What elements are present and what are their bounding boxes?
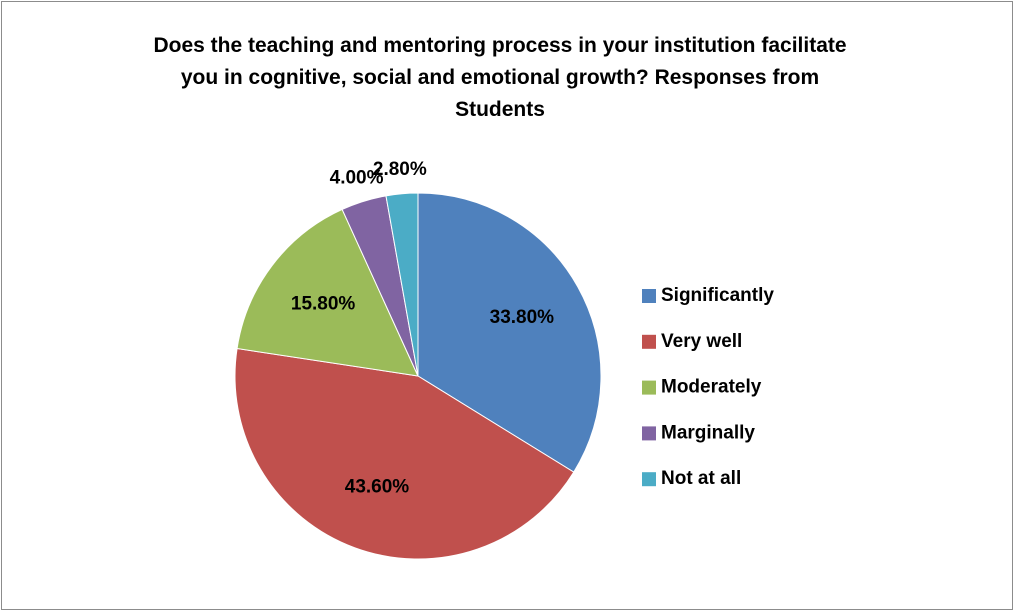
legend-label: Very well bbox=[661, 331, 742, 352]
pie-slice bbox=[385, 192, 419, 377]
legend-swatch bbox=[642, 334, 656, 349]
data-label: 43.60% bbox=[345, 477, 410, 498]
legend-swatch bbox=[642, 426, 656, 441]
legend-label: Marginally bbox=[661, 422, 755, 443]
data-label: 15.80% bbox=[291, 293, 356, 314]
data-label: 2.80% bbox=[373, 159, 427, 180]
pie-slice bbox=[417, 192, 602, 473]
legend-label: Moderately bbox=[661, 377, 762, 398]
legend-swatch bbox=[642, 289, 656, 303]
legend-label: Significantly bbox=[661, 285, 774, 306]
legend-swatch bbox=[642, 380, 656, 395]
pie-slice bbox=[234, 347, 575, 560]
pie-slice bbox=[236, 208, 419, 377]
legend-swatch bbox=[642, 472, 656, 487]
data-label: 4.00% bbox=[330, 168, 384, 189]
legend-label: Not at all bbox=[661, 468, 741, 489]
data-label: 33.80% bbox=[490, 307, 555, 328]
chart-title: Does the teaching and mentoring process … bbox=[153, 34, 847, 121]
